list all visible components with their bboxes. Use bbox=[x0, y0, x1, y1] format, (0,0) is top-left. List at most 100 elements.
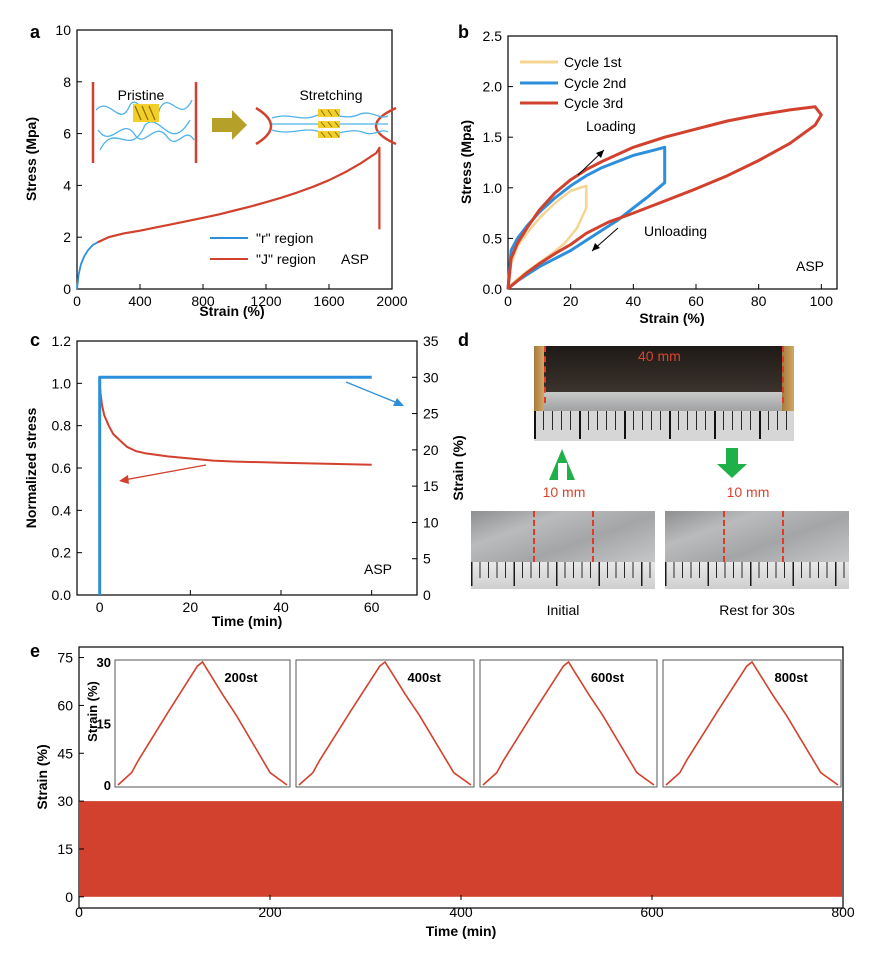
x-tick-label: 40 bbox=[626, 293, 642, 309]
x-tick-label: 40 bbox=[273, 599, 289, 615]
inset-frame bbox=[662, 659, 842, 788]
y2-tick-label: 10 bbox=[423, 514, 439, 530]
legend-label-cycle2: Cycle 2nd bbox=[564, 75, 626, 91]
axis-ticks-a: 0 400 800 1200 1600 2000 0 2 4 6 8 10 bbox=[55, 22, 407, 309]
unloading-arrowhead-icon bbox=[592, 243, 600, 251]
y-tick-label: 1.0 bbox=[483, 180, 503, 196]
inset-frame bbox=[114, 659, 291, 788]
y-tick-label: 0.8 bbox=[52, 418, 72, 434]
y-tick-label: 1.2 bbox=[52, 333, 72, 349]
green-arrow-up-icon bbox=[549, 449, 575, 480]
y2-tick-label: 0 bbox=[423, 587, 431, 603]
panel-label-e: e bbox=[30, 641, 40, 661]
series-line-a-1 bbox=[97, 146, 381, 244]
sample-annotation-b: ASP bbox=[796, 258, 824, 274]
y2-tick-label: 25 bbox=[423, 406, 439, 422]
series-line-b-1 bbox=[506, 145, 667, 291]
x-tick-label: 800 bbox=[831, 904, 855, 920]
x-tick-label: 0 bbox=[504, 293, 512, 309]
y-tick-label: 1.5 bbox=[483, 129, 503, 145]
series-line-c-strain bbox=[98, 375, 372, 595]
series-a bbox=[76, 146, 381, 290]
panel-label-b: b bbox=[458, 22, 469, 42]
y-tick-label: 0.0 bbox=[52, 587, 72, 603]
panel-d: d bbox=[458, 330, 747, 480]
y2-tick-label: 30 bbox=[423, 369, 439, 385]
x-tick-label: 0 bbox=[75, 904, 83, 920]
panel-label-c: c bbox=[30, 330, 40, 350]
series-c bbox=[98, 375, 372, 595]
clamp-left-stretched bbox=[255, 106, 273, 146]
plot-frame-a bbox=[76, 29, 393, 290]
photo-rest bbox=[665, 511, 849, 589]
legend-b: Cycle 1st Cycle 2nd Cycle 3rd bbox=[520, 54, 626, 111]
y-axis-label-e: Strain (%) bbox=[34, 744, 50, 809]
y2-axis-label-c: Strain (%) bbox=[450, 435, 466, 500]
cycle-insets-e: 200st 0 15 30 Strain (%) 400st 600st 800st bbox=[85, 655, 842, 793]
plot-frame-e bbox=[78, 646, 844, 909]
inset-label: 200st bbox=[224, 670, 258, 685]
stress-arrowhead-icon bbox=[119, 475, 129, 484]
cycle-inset: 400st bbox=[295, 659, 475, 788]
caption-rest: Rest for 30s bbox=[719, 602, 795, 618]
inset-y-tick-label: 15 bbox=[97, 717, 111, 732]
legend-a: "r" region "J" region bbox=[210, 230, 316, 267]
arrow-right-icon bbox=[212, 110, 247, 140]
crystal-blocks-stretched bbox=[318, 109, 340, 138]
series-line-b-2 bbox=[506, 105, 823, 291]
inset-frame bbox=[479, 659, 658, 788]
y-tick-label: 0.6 bbox=[52, 460, 72, 476]
caption-initial: Initial bbox=[546, 602, 580, 618]
y-tick-label: 2.0 bbox=[483, 79, 503, 95]
loading-annotation: Loading bbox=[586, 118, 636, 134]
plot-frame-b bbox=[507, 35, 838, 290]
loading-arrowhead-icon bbox=[596, 150, 604, 158]
strain-band-e bbox=[80, 801, 842, 897]
y-axis-label-c: Normalized stress bbox=[23, 407, 39, 528]
inset-cycle-line bbox=[298, 660, 472, 786]
y-tick-label: 60 bbox=[57, 697, 73, 713]
legend-label-r: "r" region bbox=[256, 230, 313, 246]
legend-label-cycle1: Cycle 1st bbox=[564, 54, 622, 70]
panel-e: e 0 200 400 600 800 0 15 30 45 60 75 Time (min) St… bbox=[30, 641, 855, 939]
series-line-a-0 bbox=[76, 241, 98, 290]
x-tick-label: 60 bbox=[364, 599, 380, 615]
y2-tick-label: 35 bbox=[423, 333, 439, 349]
x-tick-label: 100 bbox=[810, 293, 834, 309]
series-b bbox=[506, 105, 823, 291]
sample-annotation-c: ASP bbox=[364, 561, 392, 577]
stress-axis-arrow bbox=[123, 464, 207, 481]
y-tick-label: 8 bbox=[63, 74, 71, 90]
x-tick-label: 2000 bbox=[376, 293, 407, 309]
y-tick-label: 0 bbox=[63, 281, 71, 297]
schematic-label-stretching: Stretching bbox=[299, 87, 362, 103]
x-tick-label: 1200 bbox=[250, 293, 281, 309]
legend-label-cycle3: Cycle 3rd bbox=[564, 95, 623, 111]
inset-y-tick-label: 0 bbox=[104, 778, 111, 793]
y-tick-label: 10 bbox=[55, 22, 71, 38]
y-tick-label: 30 bbox=[57, 793, 73, 809]
y-tick-label: 45 bbox=[57, 745, 73, 761]
y-tick-label: 0.0 bbox=[483, 281, 503, 297]
axis-ticks-b: 0 20 40 60 80 100 0.0 0.5 1.0 1.5 2.0 2.5 bbox=[483, 28, 834, 309]
y-tick-label: 4 bbox=[63, 177, 71, 193]
panel-label-d: d bbox=[458, 330, 469, 350]
x-axis-label-a: Strain (%) bbox=[199, 303, 264, 319]
panel-label-a: a bbox=[30, 22, 41, 42]
photo-stretched-sample: 40 mm bbox=[534, 346, 794, 441]
y-tick-label: 75 bbox=[57, 650, 73, 666]
x-tick-label: 200 bbox=[258, 904, 282, 920]
y-tick-label: 15 bbox=[57, 841, 73, 857]
strain-axis-arrow bbox=[345, 381, 401, 405]
green-arrow-down-icon bbox=[717, 448, 747, 478]
x-axis-label-c: Time (min) bbox=[212, 613, 283, 629]
y-tick-label: 0 bbox=[65, 889, 73, 905]
y-tick-label: 2 bbox=[63, 229, 71, 245]
clamp-right-stretched bbox=[374, 106, 397, 146]
x-axis-label-b: Strain (%) bbox=[639, 310, 704, 326]
sample-annotation-a: ASP bbox=[341, 251, 369, 267]
y-tick-label: 6 bbox=[63, 126, 71, 142]
y2-tick-label: 5 bbox=[423, 551, 431, 567]
